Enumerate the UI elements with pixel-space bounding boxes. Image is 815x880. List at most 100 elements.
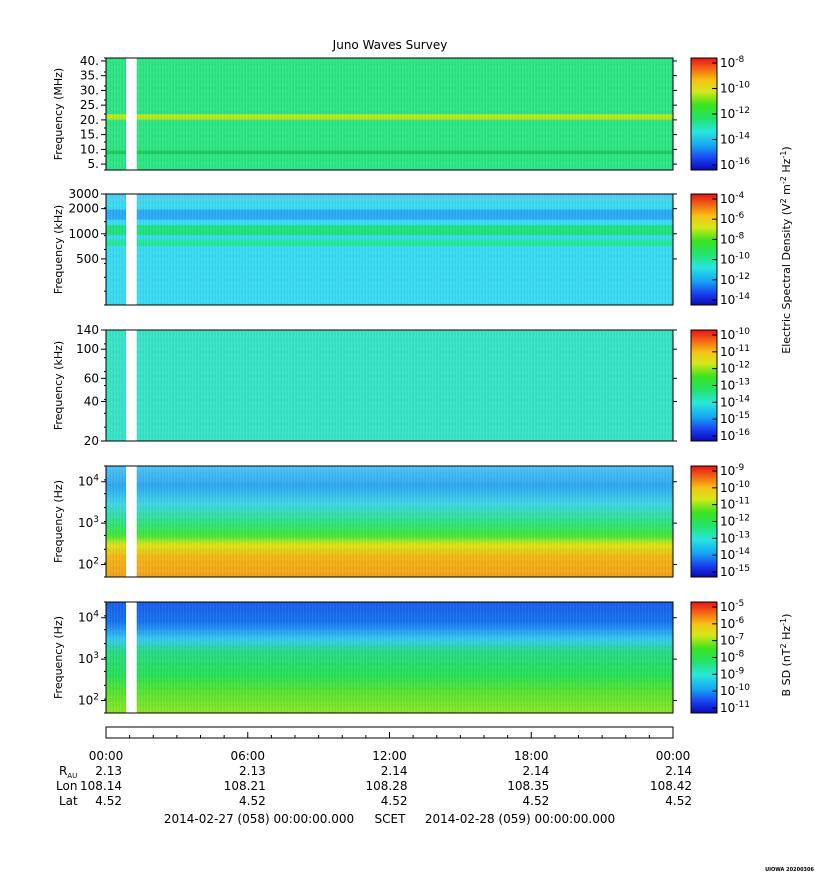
y-ticks-hfr-high: 40.35.30.25.20.15.10.5. bbox=[80, 54, 677, 171]
colorbar-tick-label: 10-10 bbox=[720, 252, 750, 267]
y-ticks-lfr-high: 140 100 60 40 20 bbox=[76, 323, 677, 448]
spectrogram-texture bbox=[106, 466, 673, 577]
time-tick-label: 00:00 bbox=[89, 749, 124, 763]
data-gap bbox=[126, 466, 137, 577]
y-tick-label: 104 bbox=[78, 474, 99, 489]
y-tick-label: 103 bbox=[78, 651, 99, 666]
spectrogram-texture bbox=[106, 58, 673, 170]
ephemeris-value: 108.21 bbox=[224, 779, 266, 793]
colorbar-tick-label: 10-15 bbox=[720, 411, 750, 426]
colorbar-tick-label: 10-10 bbox=[720, 81, 750, 96]
y-tick-label: 3000 bbox=[68, 187, 99, 201]
y-ticks-lfr-low-b: 104 103 102 bbox=[78, 601, 677, 714]
spectrogram-hfr-low bbox=[106, 194, 673, 305]
y-tick-label: 25. bbox=[80, 98, 99, 112]
y-tick-label: 30. bbox=[80, 83, 99, 97]
colorbar-tick-label: 10-6 bbox=[720, 616, 745, 631]
colorbar-tick-label: 10-11 bbox=[720, 344, 750, 359]
ephemeris-value: 2.14 bbox=[665, 764, 692, 778]
colorbar-tick-label: 10-16 bbox=[720, 428, 750, 443]
colorbar-lfr-low-b: 10-5 10-6 10-7 10-810-9 10-10 10-11 bbox=[690, 599, 750, 715]
ephemeris-value: 4.52 bbox=[95, 794, 122, 808]
time-range-end: 2014-02-28 (059) 00:00:00.000 bbox=[425, 812, 615, 826]
spectrogram-texture bbox=[106, 602, 673, 713]
colorbar-tick-label: 10-14 bbox=[720, 394, 750, 409]
time-axis: 00:00 06:00 12:00 18:00 00:00 bbox=[89, 726, 691, 763]
colorbar-tick-label: 10-10 bbox=[720, 683, 750, 698]
colorbar-tick-label: 10-10 bbox=[720, 327, 750, 342]
ephemeris-value: 4.52 bbox=[381, 794, 408, 808]
spectrogram-lfr-low-b bbox=[106, 602, 673, 713]
spectrogram-texture bbox=[106, 330, 673, 441]
colorbar-tick-label: 10-11 bbox=[720, 700, 750, 715]
data-gap bbox=[126, 330, 137, 441]
colorbar-tick-label: 10-6 bbox=[720, 211, 745, 226]
colorbar-tick-label: 10-13 bbox=[720, 378, 750, 393]
ephemeris-value: 2.14 bbox=[523, 764, 550, 778]
colorbar-tick-label: 10-12 bbox=[720, 106, 750, 121]
ephemeris-value: 4.52 bbox=[239, 794, 266, 808]
y-tick-label: 10. bbox=[80, 142, 99, 156]
colorbar-tick-label: 10-9 bbox=[720, 666, 745, 681]
colorbar-tick-label: 10-14 bbox=[720, 132, 750, 147]
y-tick-label: 102 bbox=[78, 693, 99, 708]
time-range-start: 2014-02-27 (058) 00:00:00.000 bbox=[164, 812, 354, 826]
y-tick-label: 35. bbox=[80, 69, 99, 83]
y-tick-label: 140 bbox=[76, 323, 99, 337]
time-range-label: SCET bbox=[375, 812, 407, 826]
spectrogram-hfr-high bbox=[106, 58, 673, 170]
colorbar-frame bbox=[690, 193, 718, 306]
colorbar-tick-label: 10-10 bbox=[720, 480, 750, 495]
y-tick-label: 20. bbox=[80, 113, 99, 127]
colorbar-tick-label: 10-9 bbox=[720, 463, 745, 478]
spectrogram-lfr-low-e bbox=[106, 466, 673, 577]
colorbar-scale bbox=[691, 194, 717, 305]
ephemeris-value: 2.13 bbox=[239, 764, 266, 778]
y-tick-label: 15. bbox=[80, 128, 99, 142]
time-tick-label: 00:00 bbox=[656, 749, 691, 763]
ephemeris-value: 108.28 bbox=[366, 779, 408, 793]
spectrogram-texture bbox=[106, 194, 673, 305]
colorbar-tick-label: 10-14 bbox=[720, 547, 750, 562]
colorbar-tick-label: 10-8 bbox=[720, 231, 745, 246]
data-gap bbox=[126, 194, 137, 305]
y-axis-label: Frequency (Hz) bbox=[52, 480, 65, 563]
colorbar-tick-label: 10-8 bbox=[720, 55, 745, 70]
magnetic-colorbar-label: B SD (nT2 Hz-1) bbox=[779, 614, 793, 697]
ephemeris-value: 4.52 bbox=[523, 794, 550, 808]
y-tick-label: 40. bbox=[80, 54, 99, 68]
colorbar-tick-label: 10-12 bbox=[720, 272, 750, 287]
colorbar-tick-label: 10-15 bbox=[720, 564, 750, 579]
ephemeris-r-label: RAU bbox=[59, 764, 77, 780]
time-tick-label: 12:00 bbox=[372, 749, 407, 763]
ephemeris-lon-label: Lon bbox=[56, 779, 77, 793]
colorbar-tick-label: 10-5 bbox=[720, 599, 744, 614]
y-axis-label: Frequency (Hz) bbox=[52, 616, 65, 699]
ephemeris-values: 2.13 2.13 2.14 2.14 2.14 108.14 108.21 108.28 10… bbox=[80, 764, 692, 808]
y-axis-label: Frequency (kHz) bbox=[52, 205, 65, 294]
y-tick-label: 103 bbox=[78, 515, 99, 530]
ephemeris-value: 2.14 bbox=[381, 764, 408, 778]
electric-colorbar-label: Electric Spectral Density (V2 m-2 Hz-1) bbox=[779, 146, 793, 353]
colorbar-tick-label: 10-12 bbox=[720, 514, 750, 529]
colorbar-tick-label: 10-16 bbox=[720, 157, 750, 172]
data-gap bbox=[126, 58, 137, 170]
y-tick-label: 40 bbox=[84, 394, 99, 408]
chart-title: Juno Waves Survey bbox=[332, 38, 448, 52]
ephemeris-labels: RAU Lon Lat bbox=[56, 764, 78, 808]
uiowa-stamp: UIOWA 20200306 bbox=[765, 867, 814, 873]
y-tick-label: 102 bbox=[78, 557, 99, 572]
y-tick-label: 100 bbox=[76, 342, 99, 356]
colorbar-tick-label: 10-8 bbox=[720, 650, 745, 665]
ephemeris-value: 108.35 bbox=[507, 779, 549, 793]
svg-text:Electric Spectral Density (V2: Electric Spectral Density (V2 m-2 Hz-1) bbox=[779, 146, 793, 353]
colorbar-tick-label: 10-12 bbox=[720, 361, 750, 376]
y-ticks-lfr-low-e: 104 103 102 bbox=[78, 465, 677, 578]
ephemeris-lat-label: Lat bbox=[59, 794, 78, 808]
